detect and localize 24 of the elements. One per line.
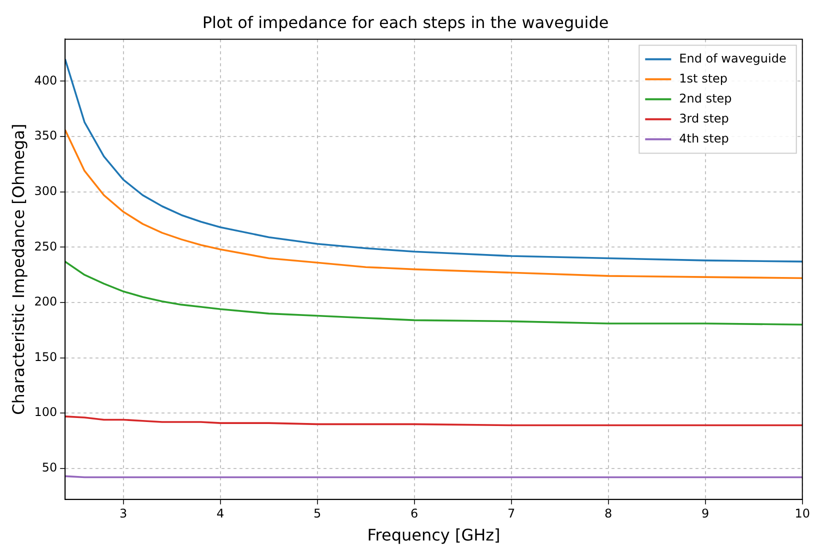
y-tick-label: 200 — [34, 294, 58, 309]
x-tick-label: 5 — [314, 506, 322, 521]
x-tick-label: 7 — [508, 506, 516, 521]
legend-label: 1st step — [679, 71, 728, 86]
y-tick-label: 100 — [34, 405, 58, 420]
x-tick-label: 8 — [604, 506, 612, 521]
legend-label: 4th step — [679, 131, 729, 146]
legend-label: End of waveguide — [679, 51, 786, 66]
y-tick-label: 50 — [42, 460, 58, 475]
x-tick-label: 3 — [119, 506, 128, 521]
y-axis-title: Characteristic Impedance [Ohmega] — [8, 124, 28, 415]
x-tick-label: 9 — [702, 506, 710, 521]
y-tick-label: 250 — [34, 239, 58, 254]
chart-title: Plot of impedance for each steps in the waveguide — [202, 12, 609, 32]
x-tick-label: 4 — [216, 506, 224, 521]
x-tick-label: 6 — [410, 506, 418, 521]
y-tick-label: 400 — [34, 73, 58, 88]
y-tick-label: 150 — [34, 350, 58, 364]
legend-label: 2nd step — [679, 91, 732, 106]
legend-label: 3rd step — [679, 111, 729, 126]
y-tick-label: 350 — [34, 128, 58, 143]
y-tick-label: 300 — [34, 184, 58, 198]
x-axis-title: Frequency [GHz] — [367, 526, 500, 545]
x-tick-label: 10 — [794, 506, 810, 521]
